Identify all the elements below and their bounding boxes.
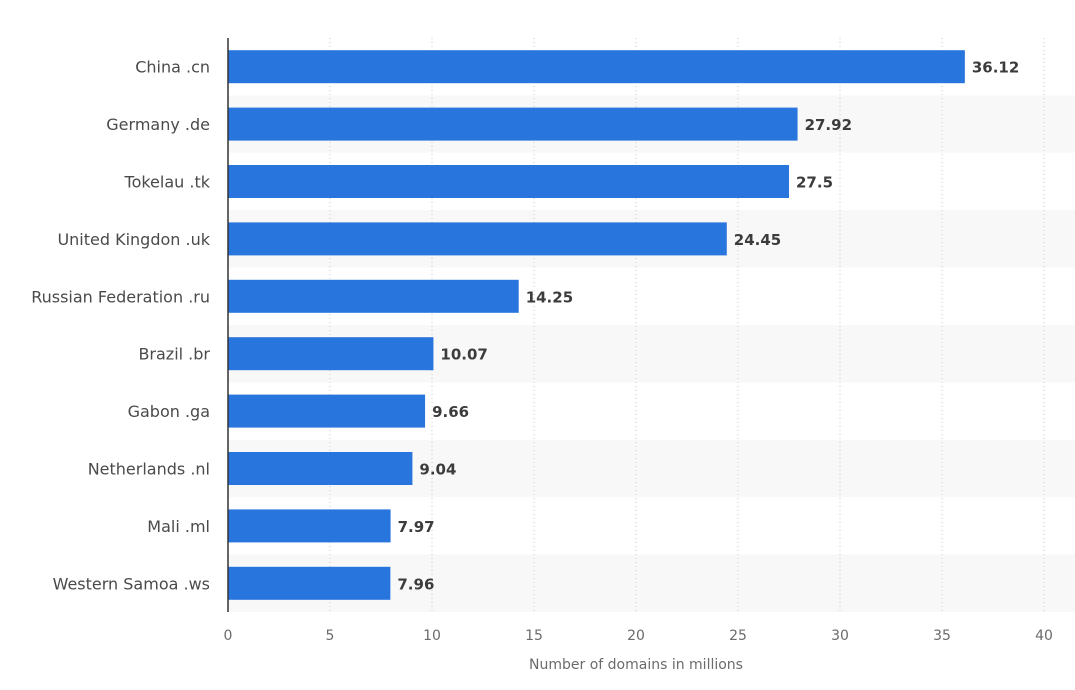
x-tick-label: 35 xyxy=(933,628,951,644)
x-axis-title: Number of domains in millions xyxy=(529,657,743,673)
bar xyxy=(228,222,727,256)
bar xyxy=(228,452,413,485)
x-tick-label: 10 xyxy=(423,628,441,644)
data-label: 27.5 xyxy=(796,174,833,192)
category-label: Mali .ml xyxy=(147,517,210,536)
data-label: 7.96 xyxy=(397,575,434,593)
x-tick-label: 5 xyxy=(326,628,335,644)
data-labels: 36.12 27.92 27.5 24.45 14.25 10.07 9.66 9.04 7.9… xyxy=(397,59,1019,594)
data-label: 27.92 xyxy=(805,116,852,134)
bar xyxy=(228,394,426,428)
data-label: 36.12 xyxy=(972,59,1019,77)
x-tick-label: 40 xyxy=(1035,628,1053,644)
bar xyxy=(228,50,965,84)
bar xyxy=(228,566,391,600)
bar xyxy=(228,337,434,371)
bar xyxy=(228,107,798,141)
x-tick-label: 30 xyxy=(831,628,849,644)
category-labels: China .cn Germany .de Tokelau .tk United Ki… xyxy=(31,58,211,594)
x-tick-label: 25 xyxy=(729,628,747,644)
category-label: Brazil .br xyxy=(138,345,210,364)
bar xyxy=(228,165,789,198)
category-label: China .cn xyxy=(135,58,210,77)
category-label: Tokelau .tk xyxy=(124,173,211,192)
x-tick-label: 0 xyxy=(224,628,233,644)
category-label: Gabon .ga xyxy=(128,402,210,421)
data-label: 7.97 xyxy=(398,518,435,536)
data-label: 14.25 xyxy=(526,288,573,306)
bar xyxy=(228,279,519,313)
bar xyxy=(228,509,391,543)
x-tick-label: 20 xyxy=(627,628,645,644)
data-label: 9.66 xyxy=(432,403,469,421)
data-label: 10.07 xyxy=(440,346,487,364)
data-label: 24.45 xyxy=(734,231,781,249)
category-label: Russian Federation .ru xyxy=(31,287,210,306)
x-tick-label: 15 xyxy=(525,628,543,644)
category-label: Germany .de xyxy=(106,115,210,134)
bars xyxy=(228,50,965,600)
category-label: Netherlands .nl xyxy=(88,460,210,479)
category-label: Western Samoa .ws xyxy=(53,574,210,593)
data-label: 9.04 xyxy=(419,461,456,479)
x-tick-labels: 0 5 10 15 20 25 30 35 40 xyxy=(224,628,1053,644)
category-label: United Kingdon .uk xyxy=(57,230,210,249)
